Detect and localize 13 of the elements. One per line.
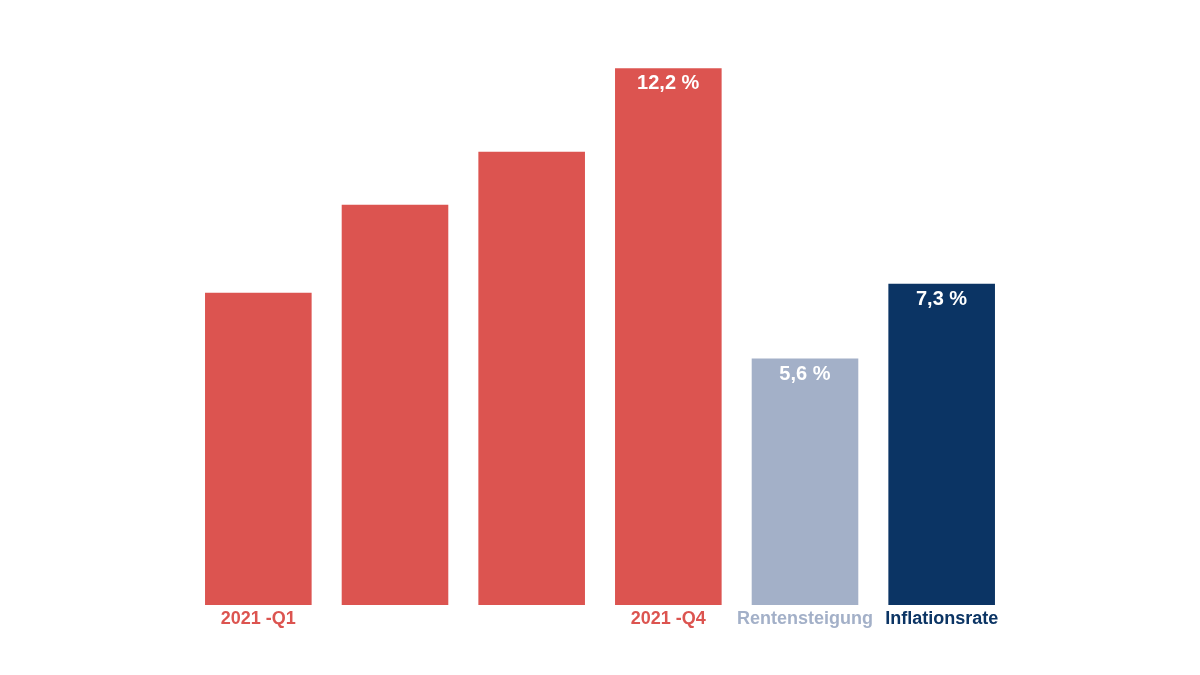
x-tick-label: 2021 -Q1 (220, 608, 296, 628)
bar (751, 358, 859, 605)
x-tick-label: 2021 -Q4 (630, 608, 706, 628)
data-label: 7,3 % (915, 286, 968, 309)
bar (888, 283, 995, 605)
bar (341, 204, 449, 605)
data-label: 5,6 % (779, 361, 831, 384)
data-label: 12,2 % (637, 71, 700, 94)
x-tick-label: Rentensteigung (736, 608, 874, 628)
bar (615, 68, 722, 605)
bar (478, 151, 585, 605)
x-tick-label: Inflationsrate (885, 608, 999, 628)
bar (205, 292, 312, 605)
